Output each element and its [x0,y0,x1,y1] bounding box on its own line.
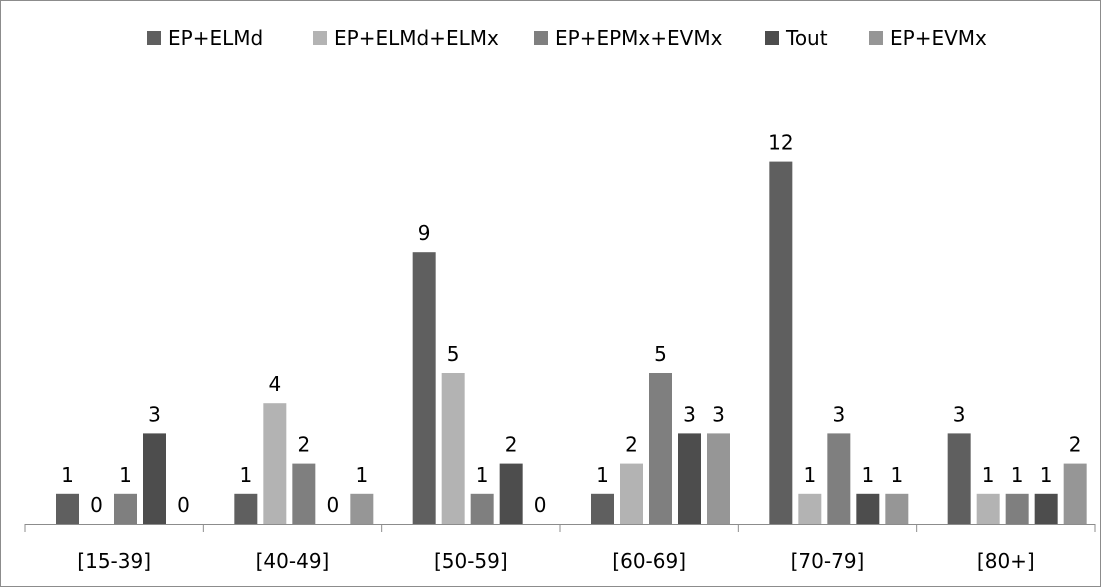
data-label-1-series-5: 0 [177,493,190,517]
data-label-4-series-1: 1 [596,463,609,487]
x-axis-tick-labels: [15-39] [40-49] [50-59] [60-69] [70-79] [80+] [77,549,1034,573]
bar-6-series-2 [976,493,1000,524]
bar-2-series-3 [292,463,316,524]
data-label-2-series-4: 0 [326,493,339,517]
bar-4-series-2 [620,463,643,524]
data-label-4-series-5: 3 [712,402,725,426]
data-label-3-series-5: 0 [534,493,547,517]
data-label-2-series-1: 1 [239,463,252,487]
legend-label-3: EP+EPMx+EVMx [555,26,723,50]
data-label-6-series-1: 3 [953,402,966,426]
data-label-3-series-2: 5 [447,342,460,366]
legend-swatch-4 [765,31,779,45]
x-axis-tick-marks [24,524,1096,532]
x-tick-label-2: [40-49] [256,549,330,573]
bar-2-series-1 [234,493,258,524]
data-label-4-series-2: 2 [625,433,638,457]
bar-4-series-1 [591,493,614,524]
legend-swatch-1 [147,31,161,45]
bar-5-series-5 [885,493,909,524]
bar-5-series-1 [769,161,793,524]
bar-2-series-2 [263,403,287,524]
bar-5-series-3 [827,433,851,524]
bar-6-series-5 [1063,463,1087,524]
bar-4-series-5 [707,433,730,524]
data-label-3-series-1: 9 [418,221,431,245]
data-label-1-series-4: 3 [148,402,161,426]
bars-layer [56,161,1087,524]
legend-label-2: EP+ELMd+ELMx [334,26,499,50]
bar-5-series-2 [798,493,822,524]
bar-3-series-2 [441,373,465,524]
data-label-3-series-3: 1 [476,463,489,487]
x-tick-label-4: [60-69] [612,549,686,573]
bar-1-series-1 [56,493,79,524]
bar-3-series-3 [470,493,494,524]
data-label-3-series-4: 2 [505,433,518,457]
x-tick-label-3: [50-59] [434,549,508,573]
data-label-5-series-4: 1 [861,463,874,487]
legend-swatch-2 [313,31,327,45]
x-tick-label-5: [70-79] [791,549,865,573]
data-label-6-series-5: 2 [1069,433,1082,457]
data-label-6-series-3: 1 [1011,463,1024,487]
bar-1-series-3 [114,493,137,524]
x-tick-label-6: [80+] [977,549,1035,573]
legend-swatch-3 [534,31,548,45]
data-label-2-series-3: 2 [297,433,310,457]
bar-6-series-4 [1034,493,1058,524]
legend-label-4: Tout [785,26,828,50]
data-label-2-series-2: 4 [268,372,281,396]
data-label-4-series-3: 5 [654,342,667,366]
legend-label-1: EP+ELMd [168,26,263,50]
data-label-6-series-4: 1 [1040,463,1053,487]
data-label-5-series-2: 1 [803,463,816,487]
data-label-5-series-3: 3 [832,402,845,426]
bar-3-series-1 [412,252,436,524]
bar-6-series-3 [1005,493,1029,524]
data-label-4-series-4: 3 [683,402,696,426]
legend: EP+ELMd EP+ELMd+ELMx EP+EPMx+EVMx Tout EP+EV… [147,26,987,50]
data-label-6-series-2: 1 [982,463,995,487]
data-label-1-series-1: 1 [61,463,74,487]
bar-1-series-4 [143,433,166,524]
data-label-5-series-1: 12 [768,131,793,155]
data-label-5-series-5: 1 [890,463,903,487]
bar-3-series-4 [499,463,523,524]
legend-swatch-5 [869,31,883,45]
data-label-1-series-2: 0 [90,493,103,517]
legend-label-5: EP+EVMx [890,26,987,50]
x-tick-label-1: [15-39] [77,549,151,573]
bar-6-series-1 [947,433,971,524]
bar-5-series-4 [856,493,880,524]
bar-4-series-3 [649,373,672,524]
bar-2-series-5 [350,493,374,524]
bar-4-series-4 [678,433,701,524]
data-label-1-series-3: 1 [119,463,132,487]
data-label-2-series-5: 1 [355,463,368,487]
